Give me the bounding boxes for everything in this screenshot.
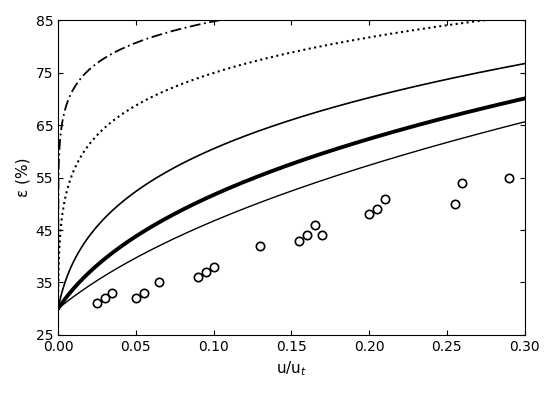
X-axis label: u/u$_t$: u/u$_t$ bbox=[276, 359, 307, 378]
Y-axis label: ε (%): ε (%) bbox=[15, 158, 30, 197]
